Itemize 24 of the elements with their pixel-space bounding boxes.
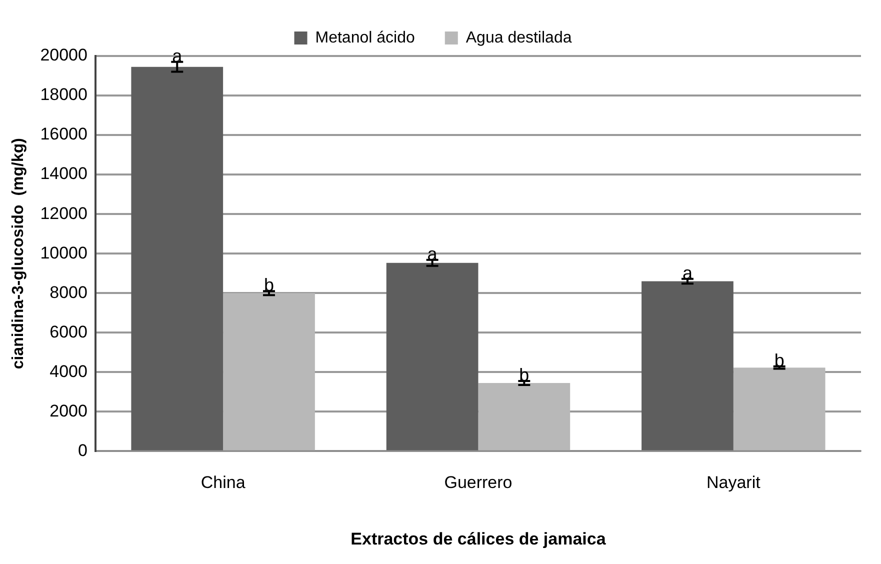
bar [642,281,734,450]
x-axis-title: Extractos de cálices de jamaica [350,529,606,548]
y-tick-label: 20000 [40,46,88,65]
y-tick-label: 0 [78,440,88,460]
y-tick-label: 4000 [50,362,88,381]
y-tick-label: 14000 [40,164,88,184]
bar [131,66,224,450]
bar [223,293,315,450]
legend-label: Metanol ácido [315,29,415,46]
bar [386,262,478,450]
y-tick-label: 18000 [40,85,88,104]
y-tick-label: 6000 [50,322,88,342]
x-tick-label: Guerrero [444,473,512,492]
legend-label: Agua destilada [466,29,572,46]
x-tick-label: Nayarit [706,473,761,492]
y-tick-label: 10000 [40,243,88,262]
y-tick-label: 16000 [40,124,88,144]
bar [478,383,570,450]
y-axis-title: cianidina-3-glucosido (mg/kg) [10,138,28,370]
y-tick-label: 8000 [50,282,88,302]
y-tick-label: 2000 [50,401,88,420]
x-tick-label: China [200,473,246,492]
bar [733,368,826,450]
y-tick-label: 12000 [40,204,88,223]
